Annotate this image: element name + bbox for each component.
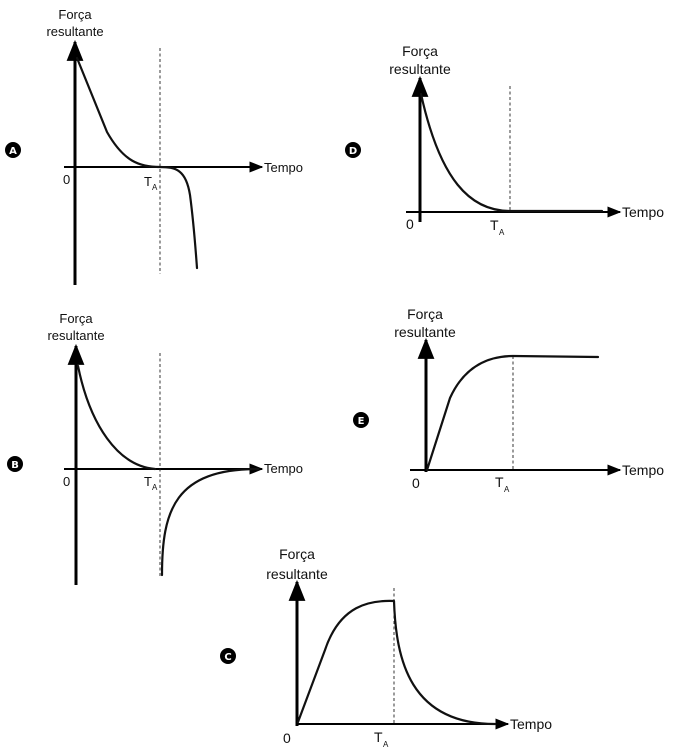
badge-d: D (345, 142, 361, 158)
force-curve (425, 354, 600, 472)
graph-a: A Força resultante Tempo 0 T A (5, 7, 303, 285)
graph-e: E Força resultante Tempo 0 T A (353, 306, 664, 494)
y-label-line2: resultante (389, 61, 451, 77)
y-label-line1: Força (59, 311, 93, 326)
svg-text:T: T (495, 474, 504, 490)
ta-label: T A (374, 729, 389, 749)
origin-label: 0 (63, 474, 70, 489)
graph-c: C Força resultante Tempo 0 T A (220, 546, 552, 749)
svg-text:A: A (152, 183, 158, 192)
svg-text:A: A (383, 740, 389, 749)
x-axis-label: Tempo (622, 204, 664, 220)
badge-c: C (220, 648, 236, 664)
badge-a: A (5, 142, 21, 158)
svg-text:A: A (152, 483, 158, 492)
origin-label: 0 (406, 216, 414, 232)
x-axis-label: Tempo (264, 461, 303, 476)
svg-text:T: T (374, 729, 383, 745)
x-axis-label: Tempo (510, 716, 552, 732)
badge-b: B (7, 456, 23, 472)
svg-text:T: T (144, 174, 152, 189)
graph-b: B Força resultante Tempo 0 T A (7, 311, 303, 585)
svg-text:A: A (499, 228, 505, 237)
y-label-line2: resultante (46, 24, 103, 39)
svg-text:T: T (490, 217, 499, 233)
svg-text:E: E (358, 416, 365, 427)
x-axis-label: Tempo (264, 160, 303, 175)
svg-text:A: A (504, 485, 510, 494)
ta-label: T A (495, 474, 510, 494)
force-curve (75, 56, 199, 270)
y-label-line1: Força (402, 43, 438, 59)
ta-label: T A (144, 474, 158, 492)
y-label-line1: Força (407, 306, 443, 322)
svg-text:T: T (144, 474, 152, 489)
origin-label: 0 (63, 172, 70, 187)
force-curve-negative (160, 467, 260, 577)
x-axis-label: Tempo (622, 462, 664, 478)
y-label-line2: resultante (394, 324, 456, 340)
origin-label: 0 (283, 730, 291, 746)
y-label-line2: resultante (47, 328, 104, 343)
badge-e: E (353, 412, 369, 428)
svg-text:A: A (9, 146, 17, 157)
force-curve-positive (76, 364, 157, 471)
ta-label: T A (490, 217, 505, 237)
force-curve (296, 599, 497, 726)
y-label-line1: Força (58, 7, 92, 22)
force-curve (419, 92, 604, 213)
y-label-line1: Força (279, 546, 315, 562)
svg-text:B: B (11, 460, 19, 471)
y-label-line2: resultante (266, 566, 328, 582)
ta-label: T A (144, 174, 158, 192)
svg-text:D: D (349, 146, 357, 157)
origin-label: 0 (412, 475, 420, 491)
svg-text:C: C (224, 652, 231, 663)
graph-d: D Força resultante Tempo 0 T A (345, 43, 664, 237)
